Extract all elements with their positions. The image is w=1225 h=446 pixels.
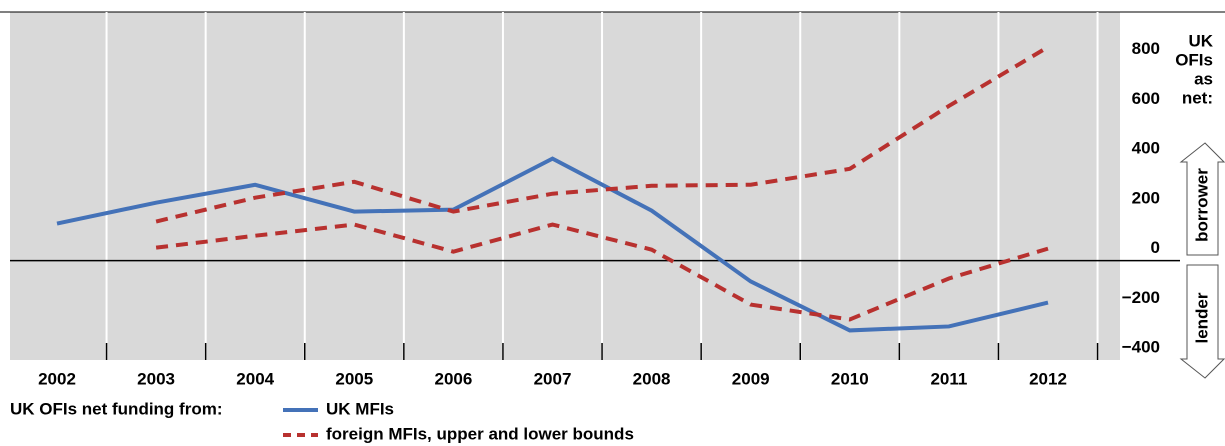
y-tick-label: 800 [1132,39,1160,58]
lender-label: lender [1192,292,1211,343]
x-tick-label: 2002 [38,369,76,388]
x-tick-label: 2010 [831,369,869,388]
side-title: UK [1188,31,1213,50]
x-tick-label: 2011 [930,369,967,388]
series-line [56,156,1049,333]
x-tick-label: 2004 [236,369,274,388]
legend-title: UK OFIs net funding from: [10,399,222,418]
y-tick-label: 600 [1132,89,1160,108]
up-arrow [1179,142,1225,256]
x-tick-label: 2006 [434,369,472,388]
series-line [155,222,1049,322]
y-tick-label: −200 [1122,288,1160,307]
legend-label: UK MFIs [326,399,394,418]
x-tick-label: 2012 [1029,369,1067,388]
side-title: net: [1182,88,1213,107]
x-tick-label: 2008 [633,369,671,388]
x-tick-label: 2005 [335,369,373,388]
side-title: OFIs [1175,50,1213,69]
down-arrow [1179,264,1225,379]
x-tick-label: 2003 [137,369,175,388]
y-tick-label: 200 [1132,188,1160,207]
y-tick-label: 0 [1151,238,1160,257]
plot-area [10,12,1120,360]
side-title: as [1194,69,1213,88]
series-line [155,45,1050,224]
legend-label: foreign MFIs, upper and lower bounds [326,424,634,443]
x-tick-label: 2009 [732,369,770,388]
x-tick-label: 2007 [534,369,572,388]
borrower-label: borrower [1192,168,1211,242]
y-tick-label: 400 [1132,139,1160,158]
y-tick-label: −400 [1122,337,1160,356]
